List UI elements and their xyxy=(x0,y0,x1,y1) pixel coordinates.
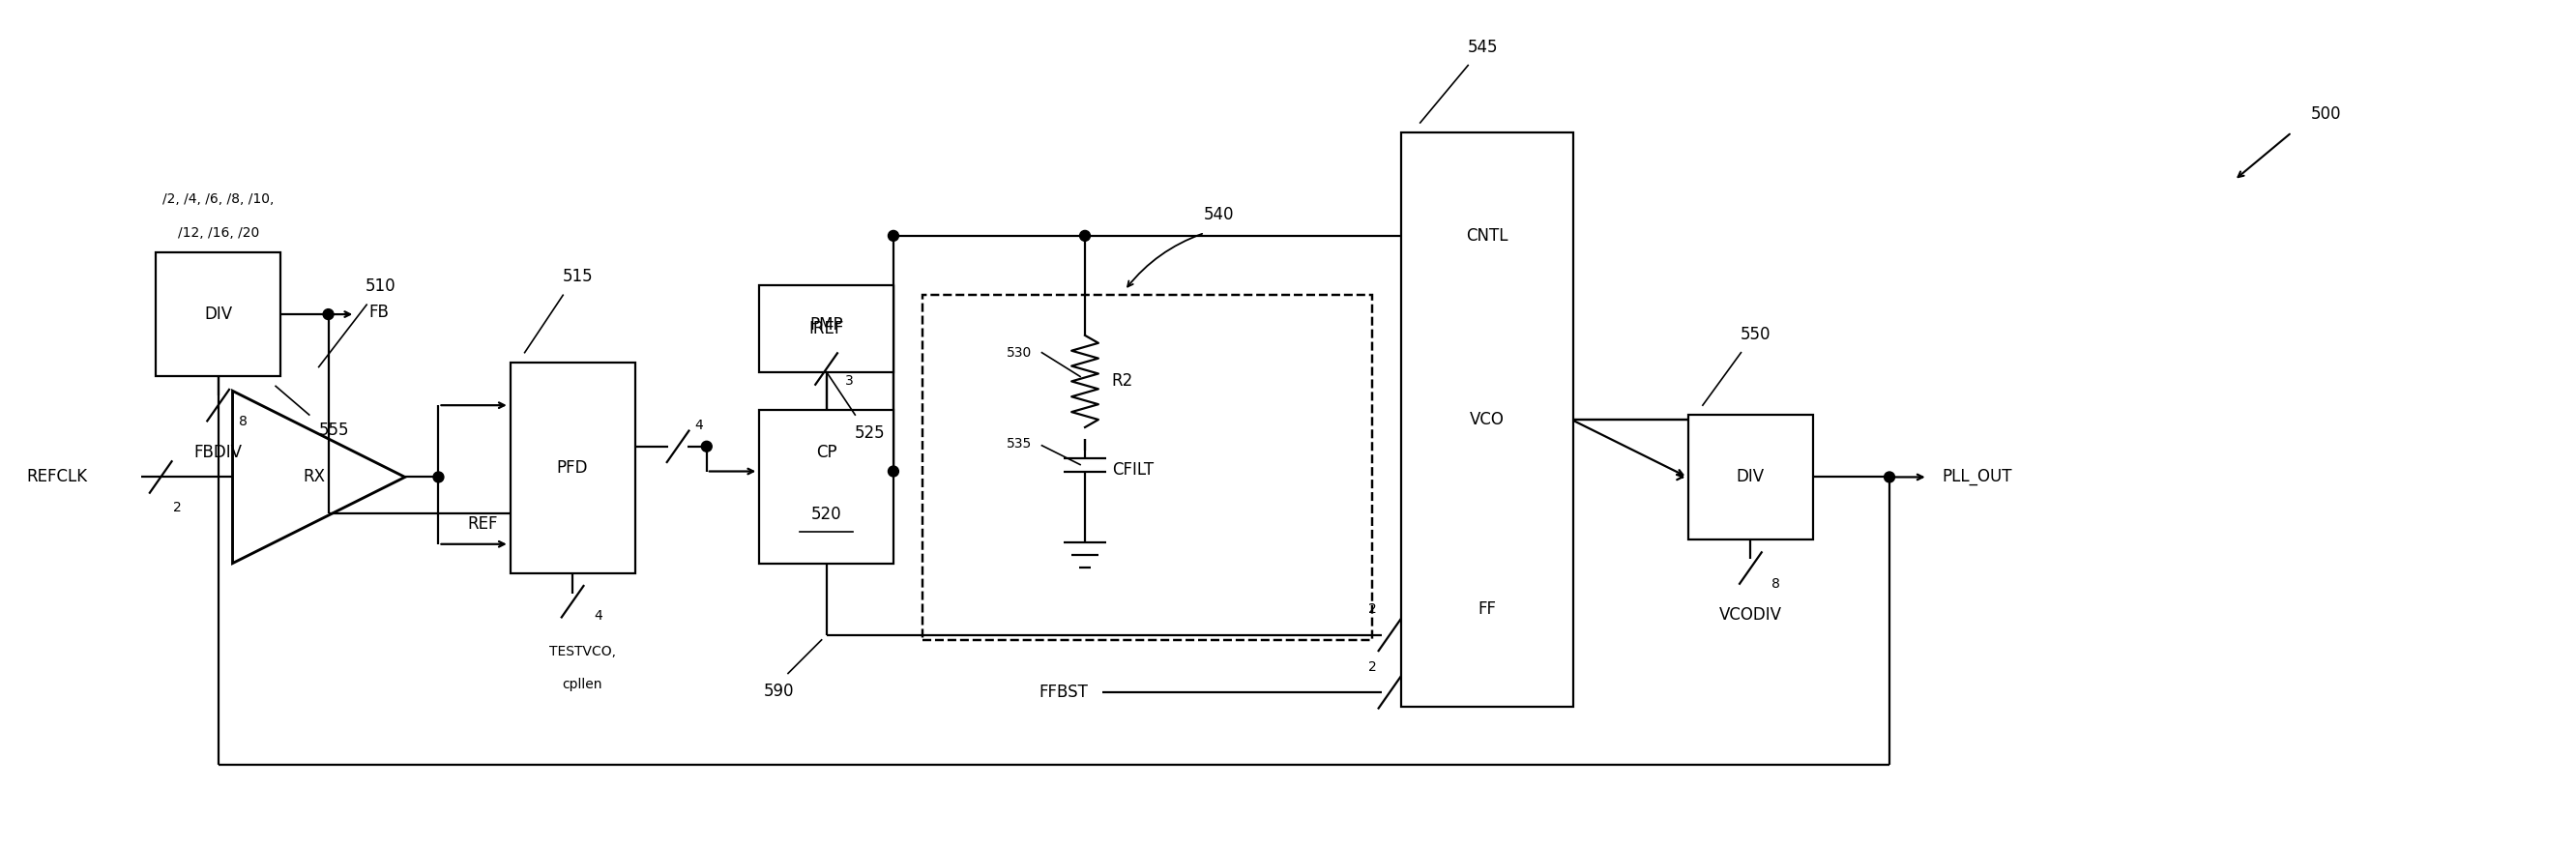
Circle shape xyxy=(701,441,711,452)
Text: FB: FB xyxy=(368,303,389,321)
Text: FFBST: FFBST xyxy=(1038,684,1087,701)
Text: CP: CP xyxy=(817,444,837,461)
Circle shape xyxy=(322,309,335,319)
Text: 8: 8 xyxy=(240,415,247,428)
Text: FF: FF xyxy=(1479,601,1497,618)
Text: /2, /4, /6, /8, /10,: /2, /4, /6, /8, /10, xyxy=(162,193,273,206)
Text: DIV: DIV xyxy=(204,306,232,323)
Text: 4: 4 xyxy=(592,609,603,623)
Text: R2: R2 xyxy=(1113,373,1133,390)
Text: 515: 515 xyxy=(562,268,592,286)
Text: 510: 510 xyxy=(366,278,397,295)
Text: REF: REF xyxy=(466,515,497,532)
Text: 590: 590 xyxy=(762,683,793,701)
Text: PLL_OUT: PLL_OUT xyxy=(1942,468,2012,486)
Text: PMP: PMP xyxy=(809,316,842,334)
Text: 520: 520 xyxy=(811,505,842,523)
Text: VCO: VCO xyxy=(1471,411,1504,428)
Text: /12, /16, /20: /12, /16, /20 xyxy=(178,226,260,240)
Text: 2: 2 xyxy=(1368,660,1376,673)
Bar xyxy=(1401,133,1574,707)
Text: 530: 530 xyxy=(1007,346,1033,359)
Text: 3: 3 xyxy=(845,374,855,388)
Bar xyxy=(760,286,894,372)
Text: IREF: IREF xyxy=(809,320,845,337)
Text: DIV: DIV xyxy=(1736,468,1765,486)
Text: TESTVCO,: TESTVCO, xyxy=(549,645,616,658)
Circle shape xyxy=(889,231,899,241)
Text: 2: 2 xyxy=(173,501,180,515)
Text: 550: 550 xyxy=(1741,325,1770,343)
Circle shape xyxy=(433,472,443,482)
Text: 535: 535 xyxy=(1007,437,1033,450)
Text: 525: 525 xyxy=(855,424,884,442)
Bar xyxy=(510,363,634,573)
Bar xyxy=(922,295,1373,640)
Text: 545: 545 xyxy=(1468,38,1497,56)
Text: 555: 555 xyxy=(319,422,350,439)
Text: 8: 8 xyxy=(1772,578,1780,592)
Text: 540: 540 xyxy=(1203,206,1234,223)
Text: FBDIV: FBDIV xyxy=(193,444,242,461)
Circle shape xyxy=(889,466,899,477)
Bar xyxy=(760,410,894,564)
Text: cpllen: cpllen xyxy=(562,679,603,692)
Text: PFD: PFD xyxy=(556,459,587,477)
Circle shape xyxy=(1883,472,1896,482)
Text: REFCLK: REFCLK xyxy=(26,468,88,486)
Text: RX: RX xyxy=(304,468,325,486)
Text: 2: 2 xyxy=(1368,602,1376,616)
Text: VCODIV: VCODIV xyxy=(1718,607,1783,624)
Text: CFILT: CFILT xyxy=(1113,461,1154,478)
Text: CNTL: CNTL xyxy=(1466,227,1507,244)
Text: 4: 4 xyxy=(693,418,703,432)
Circle shape xyxy=(1079,231,1090,241)
Bar xyxy=(1687,415,1814,539)
Bar xyxy=(157,252,281,377)
Text: 500: 500 xyxy=(2311,106,2342,123)
